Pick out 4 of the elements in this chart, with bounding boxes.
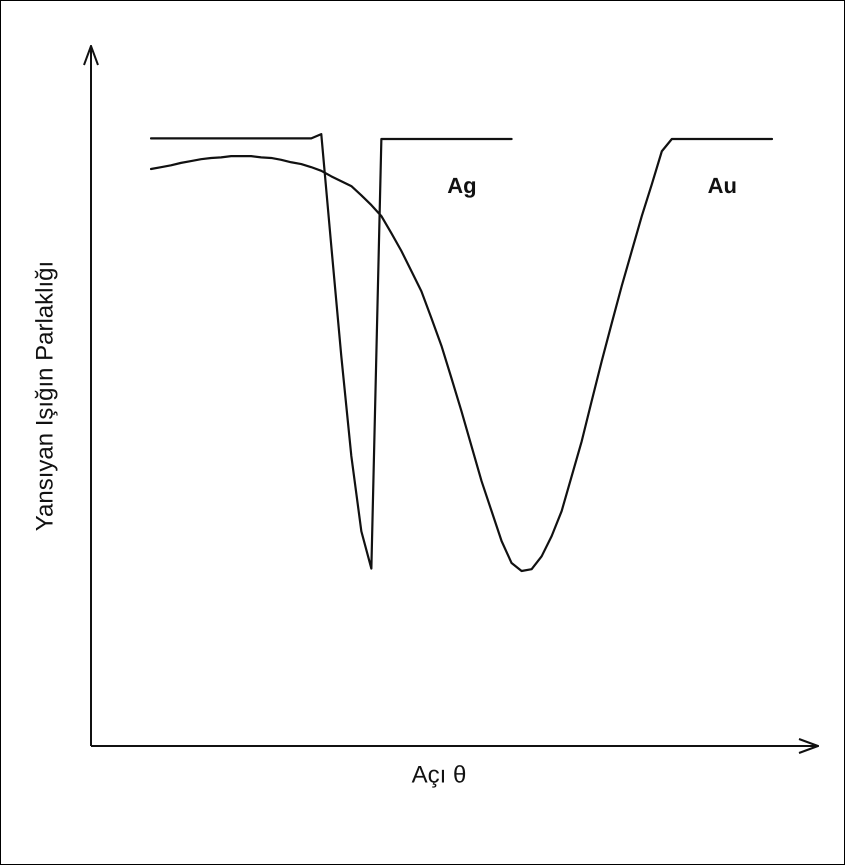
series-label: Ag xyxy=(447,173,477,198)
series-label: Au xyxy=(708,173,737,198)
x-axis-title: Açı θ xyxy=(412,762,466,789)
y-axis-title: Yansıyan Işığın Parlaklığı xyxy=(32,260,59,532)
